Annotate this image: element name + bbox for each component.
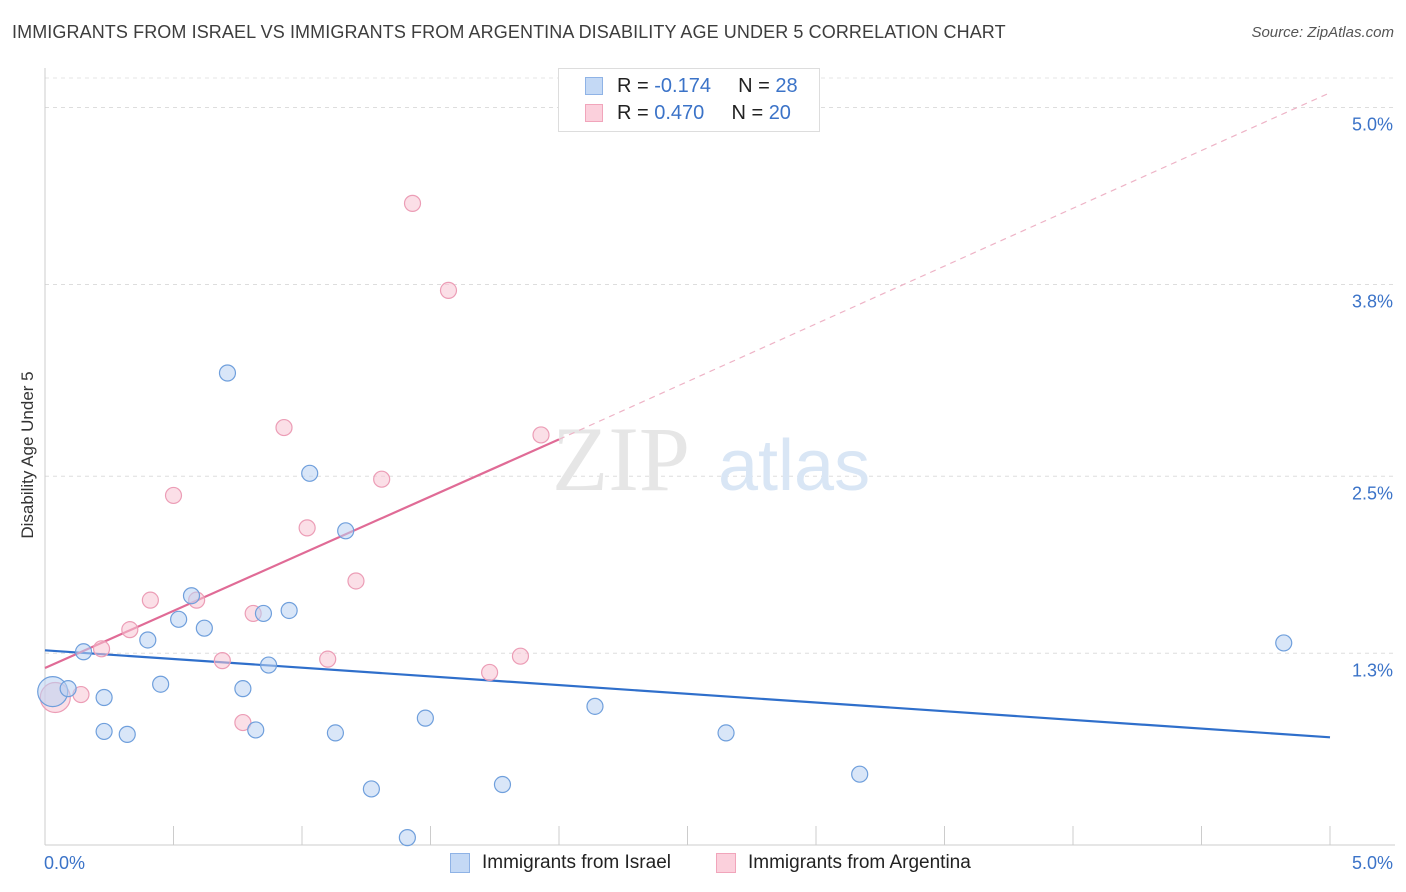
chart-title: IMMIGRANTS FROM ISRAEL VS IMMIGRANTS FRO… (12, 22, 1006, 42)
point-israel (170, 610, 188, 628)
point-argentina (213, 652, 231, 670)
legend-argentina-n-label: N = (731, 102, 769, 124)
point-israel (218, 364, 237, 382)
axes (44, 68, 1395, 846)
point-israel (195, 619, 213, 637)
data-points (37, 194, 1293, 847)
point-israel (326, 724, 345, 742)
legend-argentina-n-value: 20 (768, 102, 791, 124)
trend-line-israel (44, 649, 1331, 739)
point-argentina (164, 486, 183, 505)
point-israel (586, 697, 604, 715)
correlation-legend: R = -0.174 N = 28 R = 0.470 N = 20 (558, 68, 820, 132)
x-tick-label: 5.0% (1352, 853, 1393, 873)
point-argentina (275, 418, 293, 437)
source-credit: Source: ZipAtlas.com (1251, 24, 1394, 41)
legend-argentina-r-label: R = (617, 102, 655, 124)
point-argentina (532, 426, 550, 444)
bottom-legend-argentina-label: Immigrants from Argentina (748, 852, 971, 873)
point-argentina (511, 647, 530, 665)
point-argentina (403, 194, 422, 212)
point-israel (139, 631, 157, 649)
point-israel (59, 680, 77, 698)
bottom-swatch-israel (450, 853, 470, 873)
point-israel (416, 709, 434, 727)
tick-labels: 1.3% 2.5% 3.8% 5.0% 0.0% 5.0% (44, 115, 1393, 874)
bottom-swatch-argentina (716, 853, 736, 873)
point-argentina (347, 572, 365, 590)
y-axis-label: Disability Age Under 5 (18, 371, 37, 539)
gridlines (45, 77, 1395, 654)
legend-swatch-argentina (585, 104, 603, 122)
watermark-zip: ZIP (552, 408, 690, 510)
x-tick-label: 0.0% (44, 853, 85, 873)
y-tick-label: 3.8% (1352, 292, 1393, 312)
y-tick-label: 1.3% (1352, 660, 1393, 680)
point-israel (717, 724, 735, 742)
point-israel (259, 656, 278, 674)
point-israel (118, 725, 136, 743)
point-argentina (92, 640, 111, 658)
point-argentina (121, 621, 139, 639)
point-israel (337, 522, 355, 540)
point-argentina (298, 519, 316, 537)
watermark-atlas: atlas (718, 426, 870, 506)
point-israel (234, 680, 252, 698)
legend-israel-r-label: R = (617, 75, 655, 97)
point-israel (254, 604, 273, 623)
point-argentina (373, 470, 391, 488)
legend-israel-n-label: N = (738, 75, 776, 97)
point-argentina (234, 713, 252, 732)
point-israel (182, 587, 201, 605)
point-israel (301, 464, 319, 482)
legend-israel-r-value: -0.174 (654, 75, 711, 97)
point-israel (398, 829, 416, 847)
legend-swatch-israel (585, 77, 603, 95)
point-israel (1275, 634, 1293, 652)
point-argentina (141, 591, 159, 609)
y-tick-label: 2.5% (1352, 483, 1393, 503)
trend-line-argentina-extension (558, 92, 1331, 440)
point-argentina (439, 281, 458, 299)
legend-israel-n-value: 28 (775, 75, 798, 97)
legend-argentina-r-value: 0.470 (654, 102, 705, 124)
point-israel (74, 643, 93, 661)
y-tick-label: 5.0% (1352, 115, 1393, 135)
point-israel (152, 675, 170, 693)
point-israel (95, 722, 113, 741)
point-israel (95, 688, 113, 707)
point-israel (362, 780, 380, 798)
point-israel (280, 601, 298, 620)
point-israel (247, 721, 265, 739)
point-argentina (319, 650, 337, 668)
bottom-legend-israel-label: Immigrants from Israel (482, 852, 671, 873)
point-israel (851, 765, 869, 783)
point-argentina (481, 663, 499, 682)
point-israel (493, 775, 512, 794)
